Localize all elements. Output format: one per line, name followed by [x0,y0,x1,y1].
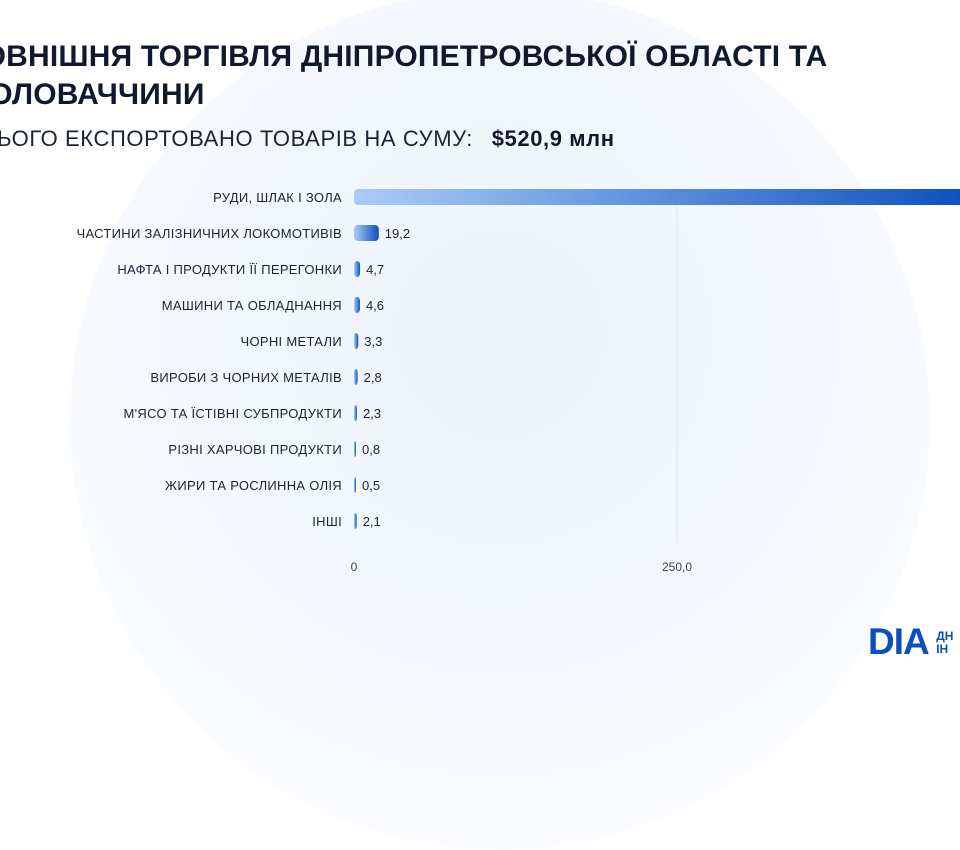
value-label: 3,3 [364,334,382,349]
value-label: 4,6 [366,298,384,313]
value-label: 2,8 [364,370,382,385]
export-total-amount: $520,9 млн [491,126,615,151]
logo-side-line-2: ІН [936,642,949,656]
value-label: 0,5 [362,478,380,493]
bar [354,441,356,457]
category-label: МАШИНИ ТА ОБЛАДНАННЯ [162,298,342,313]
logo-side-line-1: ДН [936,629,954,643]
logo-mark: DIA [868,622,930,662]
export-bar-chart: РУДИ, ШЛАК І ЗОЛА ЧАСТИНИ ЗАЛІЗНИЧНИХ ЛОК… [76,188,960,574]
x-tick-label: 250,0 [662,560,692,574]
page-title: ЗОВНІШНЯ ТОРГІВЛЯ ДНІПРОПЕТРОВСЬКОЇ ОБЛА… [0,38,960,114]
bar [354,261,361,277]
x-tick-label: 0 [351,560,358,574]
value-label: 19,2 [385,226,410,241]
export-summary-label: УСЬОГО ЕКСПОРТОВАНО ТОВАРІВ НА СУМУ: [0,126,473,151]
bar [354,333,359,349]
labels-layer: РУДИ, ШЛАК І ЗОЛА ЧАСТИНИ ЗАЛІЗНИЧНИХ ЛОК… [76,190,410,529]
value-label: 0,8 [362,442,380,457]
category-label: М'ЯСО ТА ЇСТІВНІ СУБПРОДУКТИ [124,406,343,421]
dia-logo: DIA ДН ІН [868,622,960,662]
export-summary: УСЬОГО ЕКСПОРТОВАНО ТОВАРІВ НА СУМУ: $52… [0,126,615,152]
category-label: ЧАСТИНИ ЗАЛІЗНИЧНИХ ЛОКОМОТИВІВ [76,226,342,241]
bar [354,369,358,385]
category-label: ВИРОБИ З ЧОРНИХ МЕТАЛІВ [150,370,342,385]
title-line-1: ЗОВНІШНЯ ТОРГІВЛЯ ДНІПРОПЕТРОВСЬКОЇ ОБЛА… [0,40,828,73]
bar [354,297,360,313]
category-label: ЖИРИ ТА РОСЛИННА ОЛІЯ [165,478,342,493]
title-line-2: МОЛОВАЧЧИНИ [0,78,205,111]
bar [354,405,357,421]
ticks-layer: 0 250,0 [351,560,693,574]
category-label: ЧОРНІ МЕТАЛИ [241,334,343,349]
bar [354,225,379,241]
category-label: ІНШІ [312,514,342,529]
logo-side-text: ДН ІН [936,630,953,656]
bars-layer [354,189,960,529]
value-label: 4,7 [366,262,384,277]
category-label: НАФТА І ПРОДУКТИ ЇЇ ПЕРЕГОНКИ [117,262,342,277]
bar [354,513,357,529]
value-label: 2,1 [363,514,381,529]
background-circle [70,0,930,850]
bar [354,477,356,493]
category-label: РУДИ, ШЛАК І ЗОЛА [213,190,342,205]
value-label: 2,3 [363,406,381,421]
category-label: РІЗНІ ХАРЧОВІ ПРОДУКТИ [168,442,342,457]
bar [354,189,960,205]
